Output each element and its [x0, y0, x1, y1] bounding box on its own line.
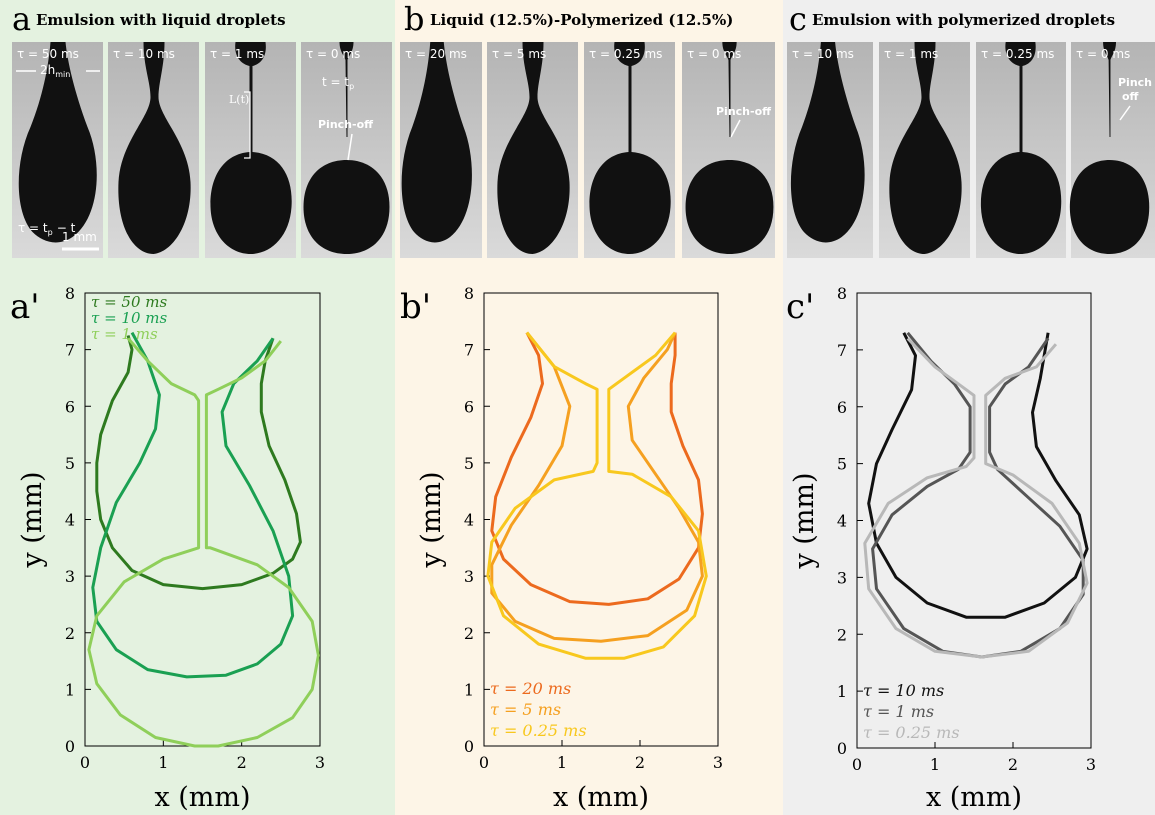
droplet-shape [1070, 160, 1149, 254]
legend-entry: τ = 10 ms [863, 681, 944, 700]
frame-label: τ = 20 ms [405, 47, 467, 61]
legend-entry: τ = 0.25 ms [490, 721, 587, 740]
frame-label: τ = 1 ms [884, 47, 938, 61]
frame-label: τ = 10 ms [113, 47, 175, 61]
y-tick-label: 2 [464, 624, 474, 643]
annotation: off [1122, 90, 1139, 103]
y-tick-label: 8 [464, 284, 474, 303]
frame-label: τ = 5 ms [492, 47, 546, 61]
x-tick-label: 0 [852, 755, 862, 774]
chart-label: c' [786, 287, 814, 327]
y-tick-label: 0 [837, 739, 847, 758]
x-tick-label: 1 [930, 755, 940, 774]
y-tick-label: 7 [464, 341, 474, 360]
panel-label: c [789, 0, 807, 38]
y-axis-label: y (mm) [789, 472, 820, 569]
y-tick-label: 7 [837, 341, 847, 360]
x-tick-label: 0 [80, 753, 90, 772]
y-tick-label: 7 [65, 341, 75, 360]
annotation: Pinch [1118, 76, 1152, 89]
annotation-text: 2h [40, 63, 55, 77]
droplet-shape [304, 160, 390, 254]
chart-label: a' [10, 287, 40, 327]
frame-label: τ = 50 ms [17, 47, 79, 61]
annotation: L(t) [229, 93, 249, 106]
annotation-sub: min [55, 70, 70, 79]
y-tick-label: 2 [837, 625, 847, 644]
y-axis-label: y (mm) [416, 471, 447, 568]
x-tick-label: 0 [479, 753, 489, 772]
droplet-shape [686, 160, 774, 254]
frame-label: τ = 1 ms [210, 47, 264, 61]
annotation-text: τ = t [18, 221, 48, 235]
y-tick-label: 4 [464, 511, 474, 530]
y-axis-label: y (mm) [17, 471, 48, 568]
frame-label: τ = 0 ms [306, 47, 360, 61]
frame-label: τ = 0.25 ms [589, 47, 662, 61]
panel-label: b [404, 0, 424, 38]
annotation-sub: p [48, 228, 53, 237]
x-tick-label: 1 [557, 753, 567, 772]
x-axis-label: x (mm) [154, 782, 250, 813]
chart-label: b' [400, 287, 431, 327]
panel-title: Liquid (12.5%)-Polymerized (12.5%) [430, 11, 733, 29]
x-axis-label: x (mm) [553, 782, 649, 813]
annotation: Pinch-off [318, 118, 373, 131]
x-axis-label: x (mm) [926, 782, 1022, 813]
y-tick-label: 6 [464, 397, 474, 416]
y-tick-label: 3 [464, 567, 474, 586]
y-tick-label: 3 [65, 567, 75, 586]
x-tick-label: 2 [1008, 755, 1018, 774]
y-tick-label: 0 [464, 737, 474, 756]
legend-entry: τ = 5 ms [490, 700, 561, 719]
y-tick-label: 4 [65, 511, 75, 530]
x-tick-label: 3 [315, 753, 325, 772]
legend-entry: τ = 1 ms [91, 325, 158, 343]
y-tick-label: 0 [65, 737, 75, 756]
figure: a Emulsion with liquid droplets b Liquid… [0, 0, 1155, 815]
legend-entry: τ = 20 ms [490, 679, 571, 698]
x-tick-label: 1 [158, 753, 168, 772]
y-tick-label: 8 [837, 284, 847, 303]
y-tick-label: 1 [464, 680, 474, 699]
y-tick-label: 6 [837, 398, 847, 417]
x-tick-label: 3 [713, 753, 723, 772]
page: {"photos": [ {"label": "a", "title": "Em… [0, 0, 1155, 815]
annotation-sub: p [349, 82, 354, 91]
y-tick-label: 5 [464, 454, 474, 473]
y-tick-label: 4 [837, 512, 847, 531]
y-tick-label: 2 [65, 624, 75, 643]
y-tick-label: 5 [837, 455, 847, 474]
x-tick-label: 2 [237, 753, 247, 772]
x-tick-label: 3 [1086, 755, 1096, 774]
y-tick-label: 1 [65, 680, 75, 699]
frame-label: τ = 10 ms [792, 47, 854, 61]
frame-label: τ = 0 ms [687, 47, 741, 61]
y-tick-label: 6 [65, 397, 75, 416]
frame-label: τ = 0 ms [1076, 47, 1130, 61]
y-tick-label: 3 [837, 568, 847, 587]
y-tick-label: 5 [65, 454, 75, 473]
legend-entry: τ = 0.25 ms [863, 723, 960, 742]
annotation: Pinch-off [716, 105, 771, 118]
scale-label: 1 mm [62, 230, 97, 244]
panel-title: Emulsion with liquid droplets [36, 11, 286, 29]
panel-label: a [12, 0, 31, 38]
annotation-text: t = t [322, 75, 349, 89]
y-tick-label: 8 [65, 284, 75, 303]
y-tick-label: 1 [837, 682, 847, 701]
frame-label: τ = 0.25 ms [981, 47, 1054, 61]
x-tick-label: 2 [635, 753, 645, 772]
panel-title: Emulsion with polymerized droplets [812, 11, 1115, 29]
legend-entry: τ = 1 ms [863, 702, 934, 721]
